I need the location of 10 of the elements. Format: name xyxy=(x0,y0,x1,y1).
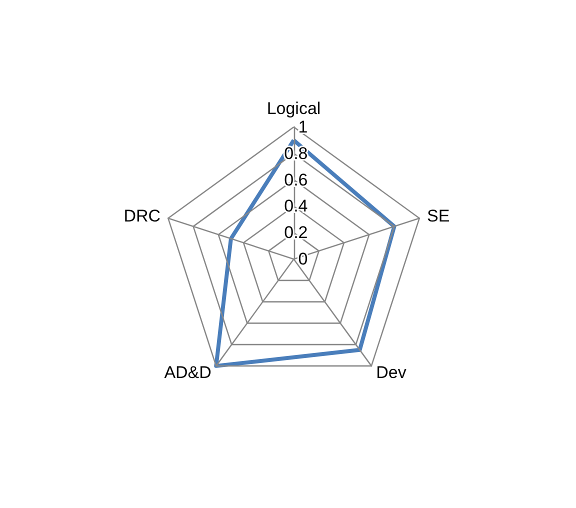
y-tick-label: 0.2 xyxy=(284,223,308,242)
y-tick-label: 0.6 xyxy=(284,170,308,190)
spoke-label: SE xyxy=(426,206,450,226)
spoke-label: DRC xyxy=(124,206,161,226)
spoke-label: AD&D xyxy=(164,362,212,382)
spoke-label: Logical xyxy=(266,99,321,118)
spoke-label: Dev xyxy=(376,362,407,382)
y-tick-label: 0 xyxy=(298,250,308,269)
y-tick-label: 1 xyxy=(298,118,308,136)
y-tick-label: 0.4 xyxy=(284,196,308,216)
